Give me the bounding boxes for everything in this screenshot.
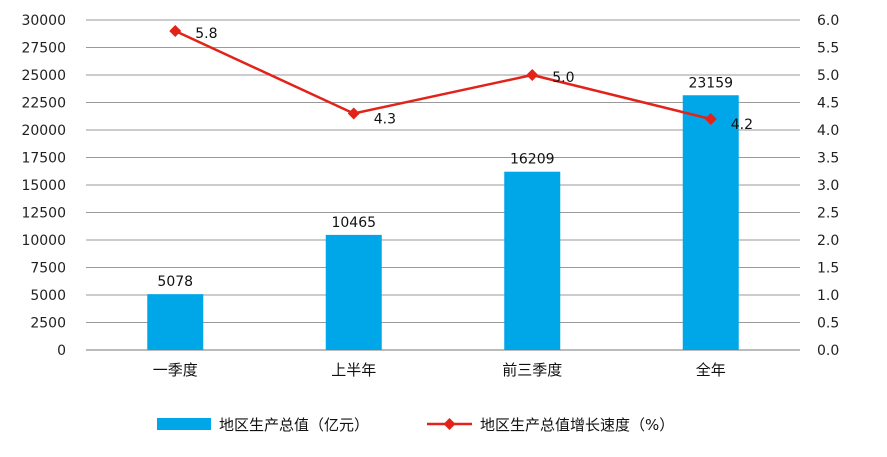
bar xyxy=(504,171,561,350)
line-data-label: 4.2 xyxy=(731,117,753,133)
legend: 地区生产总值（亿元） 地区生产总值增长速度（%） xyxy=(157,416,674,434)
legend-diamond-marker xyxy=(443,418,456,430)
legend-line-label: 地区生产总值增长速度（%） xyxy=(480,416,674,434)
legend-bar-label: 地区生产总值（亿元） xyxy=(219,416,369,434)
right-tick-label: 0.0 xyxy=(817,343,839,359)
line-data-label: 5.8 xyxy=(195,26,217,42)
line-point xyxy=(526,69,539,81)
line-series xyxy=(169,25,717,125)
x-axis-labels: 一季度 上半年 前三季度 全年 xyxy=(153,361,726,379)
left-axis-ticks: 0 2500 5000 7500 10000 12500 15000 17500 20000 22… xyxy=(21,13,66,359)
x-axis-label: 一季度 xyxy=(153,361,198,379)
bar-data-label: 5078 xyxy=(157,274,193,290)
left-tick-label: 15000 xyxy=(21,178,66,194)
line-point xyxy=(704,113,717,125)
legend-bar-swatch xyxy=(157,418,211,430)
bar-series xyxy=(147,95,739,350)
x-axis-label: 上半年 xyxy=(331,361,376,379)
left-tick-label: 22500 xyxy=(21,96,66,112)
right-tick-label: 5.0 xyxy=(817,68,839,84)
line-data-label: 5.0 xyxy=(552,70,574,86)
gridlines xyxy=(86,19,800,351)
right-tick-label: 1.5 xyxy=(817,261,839,277)
right-tick-label: 1.0 xyxy=(817,288,839,304)
right-tick-label: 3.0 xyxy=(817,178,839,194)
right-tick-label: 6.0 xyxy=(817,13,839,29)
line-point xyxy=(347,107,360,120)
left-tick-label: 20000 xyxy=(21,123,66,139)
left-tick-label: 10000 xyxy=(21,233,66,249)
left-tick-label: 27500 xyxy=(21,41,66,57)
right-tick-label: 5.5 xyxy=(817,41,839,57)
right-tick-label: 4.0 xyxy=(817,123,839,139)
left-tick-label: 30000 xyxy=(21,13,66,29)
line-data-labels: 5.8 4.3 5.0 4.2 xyxy=(195,26,753,133)
left-tick-label: 7500 xyxy=(30,261,66,277)
left-tick-label: 2500 xyxy=(30,316,66,332)
bar xyxy=(325,234,382,350)
right-tick-label: 2.0 xyxy=(817,233,839,249)
x-axis-label: 全年 xyxy=(696,361,726,379)
right-tick-label: 4.5 xyxy=(817,96,839,112)
bar xyxy=(147,294,204,350)
line-data-label: 4.3 xyxy=(374,112,396,128)
x-axis-label: 前三季度 xyxy=(502,361,562,379)
left-tick-label: 17500 xyxy=(21,151,66,167)
bar-data-labels: 5078 10465 16209 23159 xyxy=(157,75,733,290)
right-tick-label: 0.5 xyxy=(817,316,839,332)
growth-line xyxy=(174,29,712,121)
right-tick-label: 3.5 xyxy=(817,151,839,167)
bar-data-label: 16209 xyxy=(510,152,555,168)
line-point xyxy=(169,25,182,37)
left-tick-label: 12500 xyxy=(21,206,66,222)
bar-data-label: 23159 xyxy=(688,75,733,91)
bar-data-label: 10465 xyxy=(331,215,376,231)
left-tick-label: 0 xyxy=(57,343,66,359)
left-tick-label: 25000 xyxy=(21,68,66,84)
right-tick-label: 2.5 xyxy=(817,206,839,222)
right-axis-ticks: 0.0 0.5 1.0 1.5 2.0 2.5 3.0 3.5 4.0 4.5 5.0 5.5 6.0 xyxy=(817,13,839,359)
bar xyxy=(682,95,739,350)
left-tick-label: 5000 xyxy=(30,288,66,304)
